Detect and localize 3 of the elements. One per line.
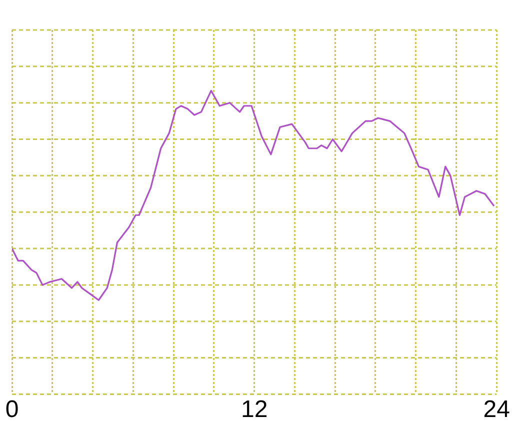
x-tick-label: 0 bbox=[5, 396, 19, 424]
x-tick-label: 12 bbox=[240, 396, 268, 424]
x-tick-label: 24 bbox=[483, 396, 510, 424]
